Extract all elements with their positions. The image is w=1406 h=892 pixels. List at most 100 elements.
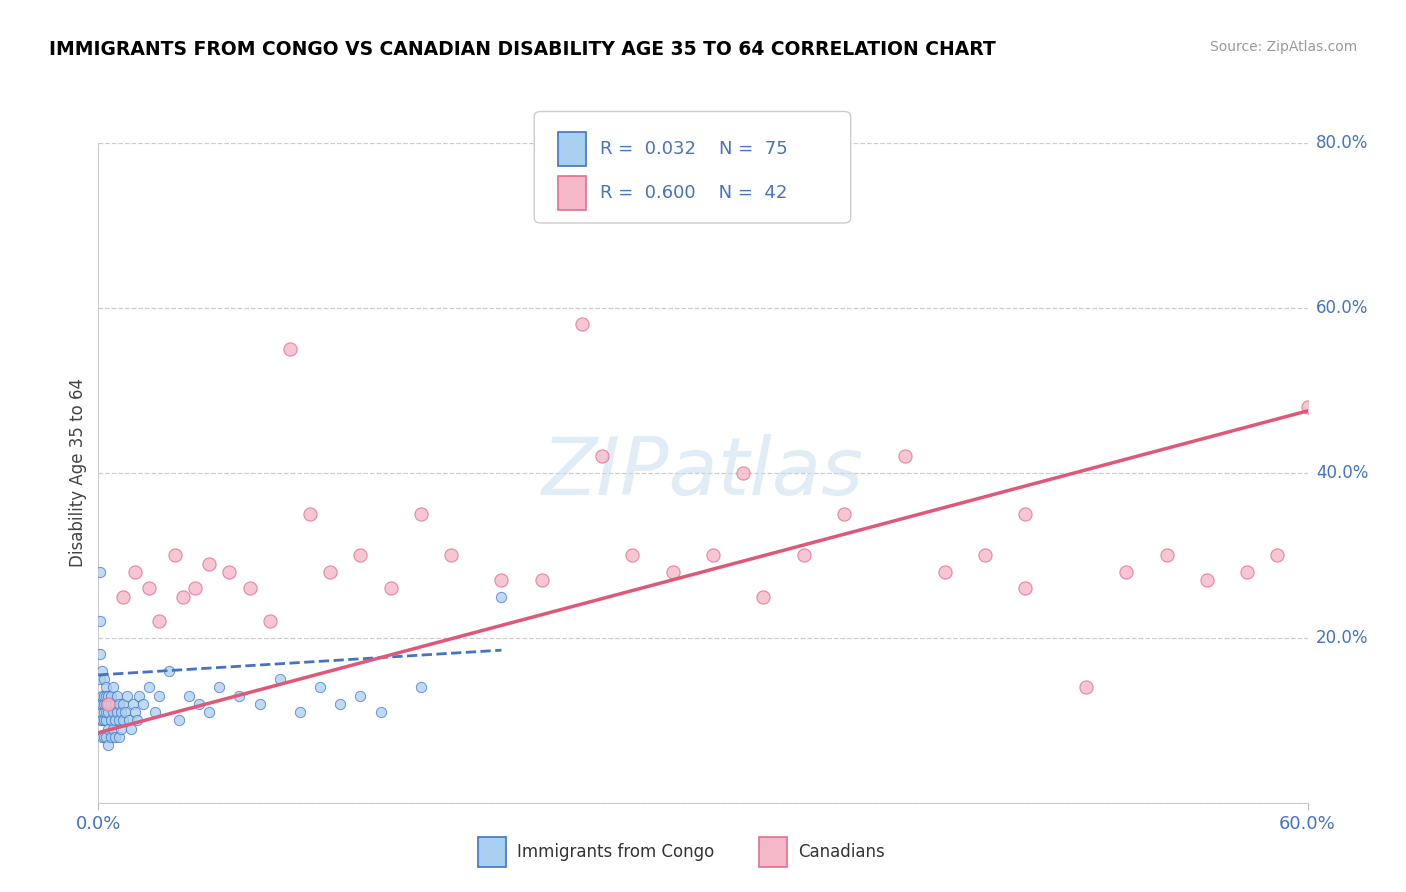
Point	[177, 689, 201, 703]
Point	[228, 689, 250, 703]
Point	[93, 705, 115, 719]
Point	[89, 697, 111, 711]
Point	[105, 705, 128, 719]
Point	[1014, 582, 1036, 596]
Text: IMMIGRANTS FROM CONGO VS CANADIAN DISABILITY AGE 35 TO 64 CORRELATION CHART: IMMIGRANTS FROM CONGO VS CANADIAN DISABI…	[49, 40, 995, 59]
Point	[91, 714, 114, 728]
Point	[93, 697, 115, 711]
Point	[91, 730, 114, 744]
Text: 80.0%: 80.0%	[1316, 134, 1368, 152]
Point	[269, 672, 291, 686]
Point	[121, 697, 143, 711]
Text: Source: ZipAtlas.com: Source: ZipAtlas.com	[1209, 40, 1357, 54]
Point	[198, 705, 221, 719]
Point	[184, 582, 207, 596]
Point	[591, 450, 613, 464]
Point	[893, 450, 915, 464]
Point	[188, 697, 211, 711]
Point	[97, 705, 120, 719]
Point	[91, 689, 114, 703]
Point	[107, 714, 129, 728]
Point	[101, 722, 124, 736]
Text: R =  0.600    N =  42: R = 0.600 N = 42	[600, 184, 787, 202]
Point	[702, 548, 724, 563]
Point	[105, 689, 128, 703]
Point	[143, 705, 166, 719]
Point	[1296, 400, 1319, 414]
Point	[115, 689, 138, 703]
Point	[107, 730, 129, 744]
Point	[110, 705, 132, 719]
Point	[93, 672, 115, 686]
Point	[111, 714, 134, 728]
Point	[1236, 565, 1258, 579]
Point	[793, 548, 815, 563]
Point	[661, 565, 683, 579]
Point	[103, 697, 125, 711]
Y-axis label: Disability Age 35 to 64: Disability Age 35 to 64	[69, 378, 87, 567]
Point	[530, 573, 553, 587]
Point	[101, 705, 124, 719]
Point	[132, 697, 155, 711]
Point	[278, 342, 301, 356]
Point	[110, 722, 132, 736]
Point	[440, 548, 463, 563]
Point	[288, 705, 311, 719]
Point	[97, 689, 120, 703]
Point	[1265, 548, 1288, 563]
Point	[239, 582, 262, 596]
Point	[97, 697, 120, 711]
Point	[167, 714, 190, 728]
Point	[752, 590, 775, 604]
Point	[172, 590, 194, 604]
Point	[409, 507, 432, 521]
Point	[319, 565, 342, 579]
Point	[111, 590, 134, 604]
Point	[90, 714, 112, 728]
Point	[138, 680, 160, 694]
Point	[111, 697, 134, 711]
Point	[89, 565, 111, 579]
Point	[621, 548, 644, 563]
Point	[163, 548, 186, 563]
Point	[218, 565, 240, 579]
Point	[1156, 548, 1178, 563]
Point	[259, 614, 281, 628]
Point	[103, 714, 125, 728]
Text: ZIPatlas: ZIPatlas	[541, 434, 865, 512]
Point	[571, 318, 593, 332]
Text: 40.0%: 40.0%	[1316, 464, 1368, 482]
Point	[96, 705, 118, 719]
Text: 20.0%: 20.0%	[1316, 629, 1368, 647]
Point	[249, 697, 271, 711]
Point	[1074, 680, 1097, 694]
Point	[91, 664, 114, 678]
Point	[124, 565, 146, 579]
Point	[96, 680, 118, 694]
Point	[103, 730, 125, 744]
Point	[380, 582, 402, 596]
Point	[148, 614, 170, 628]
Point	[97, 722, 120, 736]
Point	[491, 573, 513, 587]
Point	[128, 689, 150, 703]
Point	[329, 697, 352, 711]
Point	[100, 697, 122, 711]
Point	[100, 730, 122, 744]
Point	[138, 582, 160, 596]
Point	[309, 680, 332, 694]
Point	[299, 507, 322, 521]
Point	[124, 705, 146, 719]
Point	[89, 614, 111, 628]
Point	[89, 672, 111, 686]
Text: R =  0.032    N =  75: R = 0.032 N = 75	[600, 140, 789, 158]
Point	[89, 648, 111, 662]
Point	[370, 705, 392, 719]
Point	[93, 689, 115, 703]
Point	[1014, 507, 1036, 521]
Point	[1195, 573, 1218, 587]
Point	[93, 730, 115, 744]
Point	[349, 689, 371, 703]
Text: Immigrants from Congo: Immigrants from Congo	[517, 843, 714, 861]
Point	[93, 714, 115, 728]
